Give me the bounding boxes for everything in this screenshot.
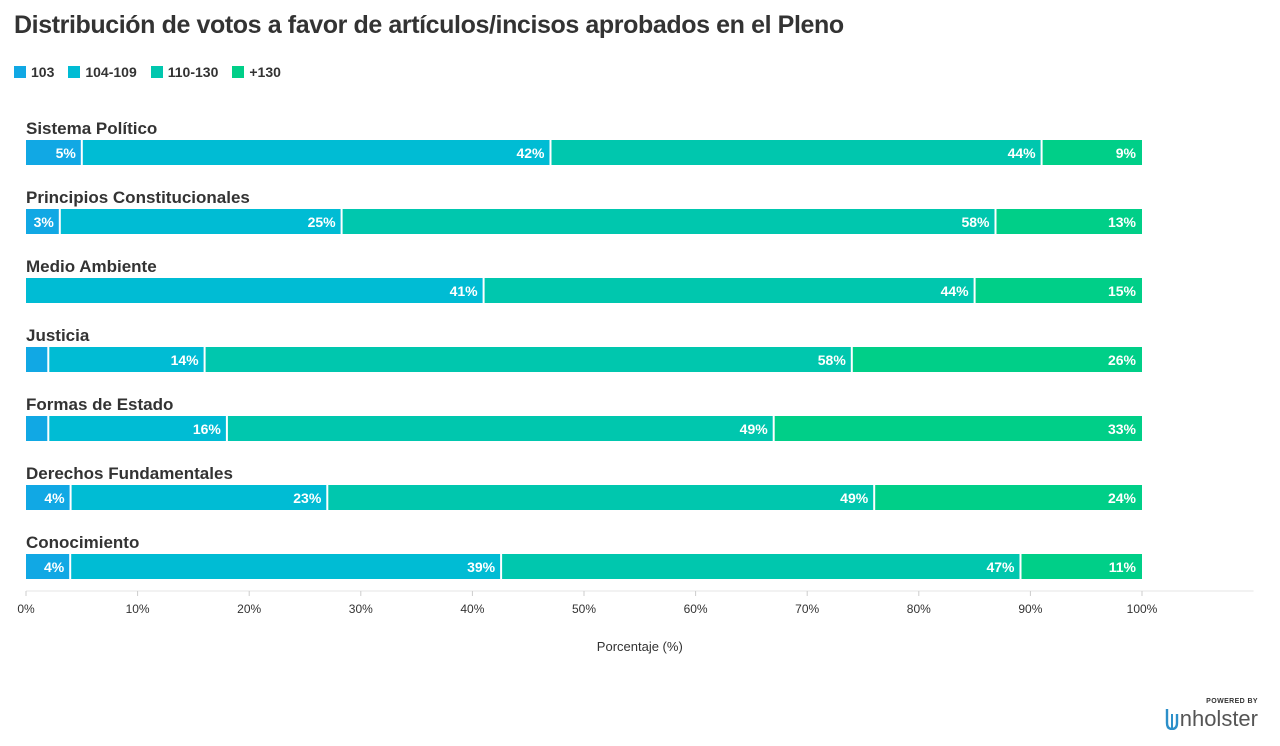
- data-label-130-sistema-politico: 9%: [1116, 145, 1137, 161]
- bar-segment-110-130-sistema-politico[interactable]: [550, 140, 1042, 165]
- data-label-130-justicia: 26%: [1108, 352, 1137, 368]
- data-label-110-130-medio-ambiente: 44%: [941, 283, 970, 299]
- brand-text: nholster: [1179, 706, 1258, 731]
- data-label-130-derechos-fundamentales: 24%: [1108, 490, 1137, 506]
- bar-segment-130-medio-ambiente[interactable]: [974, 278, 1142, 303]
- unholster-logo-icon: [1165, 709, 1178, 730]
- bar-segment-130-principios-constitucionales[interactable]: [995, 209, 1143, 234]
- legend-swatch: [232, 66, 245, 78]
- data-label-104-109-medio-ambiente: 41%: [450, 283, 479, 299]
- bar-segment-110-130-justicia[interactable]: [204, 347, 852, 372]
- data-label-130-principios-constitucionales: 13%: [1108, 214, 1137, 230]
- data-label-110-130-justicia: 58%: [818, 352, 847, 368]
- bar-segment-130-conocimiento[interactable]: [1020, 554, 1143, 579]
- bar-segment-104-109-formas-de-estado[interactable]: [48, 416, 227, 441]
- data-label-110-130-formas-de-estado: 49%: [740, 421, 769, 437]
- legend-swatch: [150, 66, 163, 78]
- data-label-104-109-sistema-politico: 42%: [516, 145, 545, 161]
- bar-segment-104-109-derechos-fundamentales[interactable]: [70, 485, 328, 510]
- powered-by-label: POWERED BY: [1206, 698, 1258, 705]
- bar-segment-103-derechos-fundamentales[interactable]: [26, 485, 71, 510]
- brand-watermark: POWERED BY nholster: [1165, 698, 1258, 732]
- category-label-derechos-fundamentales: Derechos Fundamentales: [26, 464, 233, 483]
- data-label-103-conocimiento: 4%: [44, 559, 65, 575]
- data-label-103-principios-constitucionales: 3%: [34, 214, 55, 230]
- legend-item-130-plus[interactable]: +130: [232, 64, 281, 80]
- bar-segment-104-109-conocimiento[interactable]: [70, 554, 502, 579]
- bar-segment-110-130-formas-de-estado[interactable]: [226, 416, 774, 441]
- brand-name: nholster: [1165, 706, 1258, 732]
- legend: 103 104-109 110-130 +130: [14, 64, 295, 80]
- data-label-110-130-conocimiento: 47%: [986, 559, 1015, 575]
- bar-segment-130-justicia[interactable]: [851, 347, 1142, 372]
- x-tick-label: 0%: [17, 602, 35, 616]
- data-label-130-formas-de-estado: 33%: [1108, 421, 1137, 437]
- data-label-103-derechos-fundamentales: 4%: [44, 490, 65, 506]
- bar-segment-130-formas-de-estado[interactable]: [773, 416, 1142, 441]
- x-tick-label: 60%: [684, 602, 708, 616]
- data-label-110-130-principios-constitucionales: 58%: [961, 214, 990, 230]
- x-tick-label: 90%: [1018, 602, 1042, 616]
- legend-label: +130: [249, 64, 281, 80]
- data-label-103-sistema-politico: 5%: [56, 145, 77, 161]
- legend-label: 110-130: [167, 64, 219, 80]
- bar-segment-130-derechos-fundamentales[interactable]: [874, 485, 1142, 510]
- data-label-130-conocimiento: 11%: [1109, 559, 1137, 575]
- data-label-104-109-derechos-fundamentales: 23%: [293, 490, 322, 506]
- bar-segment-130-sistema-politico[interactable]: [1041, 140, 1142, 165]
- bar-segment-104-109-medio-ambiente[interactable]: [26, 278, 484, 303]
- bar-segment-104-109-justicia[interactable]: [48, 347, 205, 372]
- data-label-104-109-conocimiento: 39%: [467, 559, 496, 575]
- x-tick-label: 40%: [460, 602, 484, 616]
- x-tick-label: 20%: [237, 602, 261, 616]
- data-label-110-130-derechos-fundamentales: 49%: [840, 490, 869, 506]
- x-tick-label: 10%: [126, 602, 150, 616]
- bar-segment-103-formas-de-estado[interactable]: [26, 416, 49, 441]
- bar-segment-110-130-principios-constitucionales[interactable]: [341, 209, 996, 234]
- bar-segment-110-130-conocimiento[interactable]: [501, 554, 1021, 579]
- data-label-104-109-principios-constitucionales: 25%: [308, 214, 337, 230]
- legend-item-104-109[interactable]: 104-109: [68, 64, 137, 80]
- category-label-justicia: Justicia: [26, 326, 90, 345]
- category-label-principios-constitucionales: Principios Constitucionales: [26, 188, 250, 207]
- category-label-sistema-politico: Sistema Político: [26, 119, 157, 138]
- bar-segment-110-130-derechos-fundamentales[interactable]: [327, 485, 875, 510]
- legend-item-110-130[interactable]: 110-130: [150, 64, 219, 80]
- legend-swatch: [68, 66, 81, 78]
- bar-segment-103-justicia[interactable]: [26, 347, 49, 372]
- data-label-110-130-sistema-politico: 44%: [1008, 145, 1037, 161]
- legend-label: 104-109: [85, 64, 137, 80]
- bar-segment-104-109-principios-constitucionales[interactable]: [59, 209, 342, 234]
- x-tick-label: 80%: [907, 602, 931, 616]
- x-tick-label: 100%: [1127, 602, 1158, 616]
- bar-segment-103-principios-constitucionales[interactable]: [26, 209, 60, 234]
- category-label-formas-de-estado: Formas de Estado: [26, 395, 173, 414]
- bar-segment-103-sistema-politico[interactable]: [26, 140, 82, 165]
- legend-item-103[interactable]: 103: [14, 64, 54, 80]
- legend-swatch: [14, 66, 26, 78]
- data-label-104-109-formas-de-estado: 16%: [193, 421, 222, 437]
- legend-label: 103: [31, 64, 55, 80]
- bar-segment-110-130-medio-ambiente[interactable]: [483, 278, 975, 303]
- data-label-130-medio-ambiente: 15%: [1108, 283, 1137, 299]
- category-label-medio-ambiente: Medio Ambiente: [26, 257, 157, 276]
- x-tick-label: 50%: [572, 602, 596, 616]
- category-label-conocimiento: Conocimiento: [26, 533, 139, 552]
- x-tick-label: 70%: [795, 602, 819, 616]
- chart-title: Distribución de votos a favor de artícul…: [14, 11, 844, 39]
- bar-segment-104-109-sistema-politico[interactable]: [81, 140, 551, 165]
- data-label-104-109-justicia: 14%: [171, 352, 200, 368]
- bar-segment-103-conocimiento[interactable]: [26, 554, 71, 579]
- x-tick-label: 30%: [349, 602, 373, 616]
- x-axis-title: Porcentaje (%): [597, 639, 683, 654]
